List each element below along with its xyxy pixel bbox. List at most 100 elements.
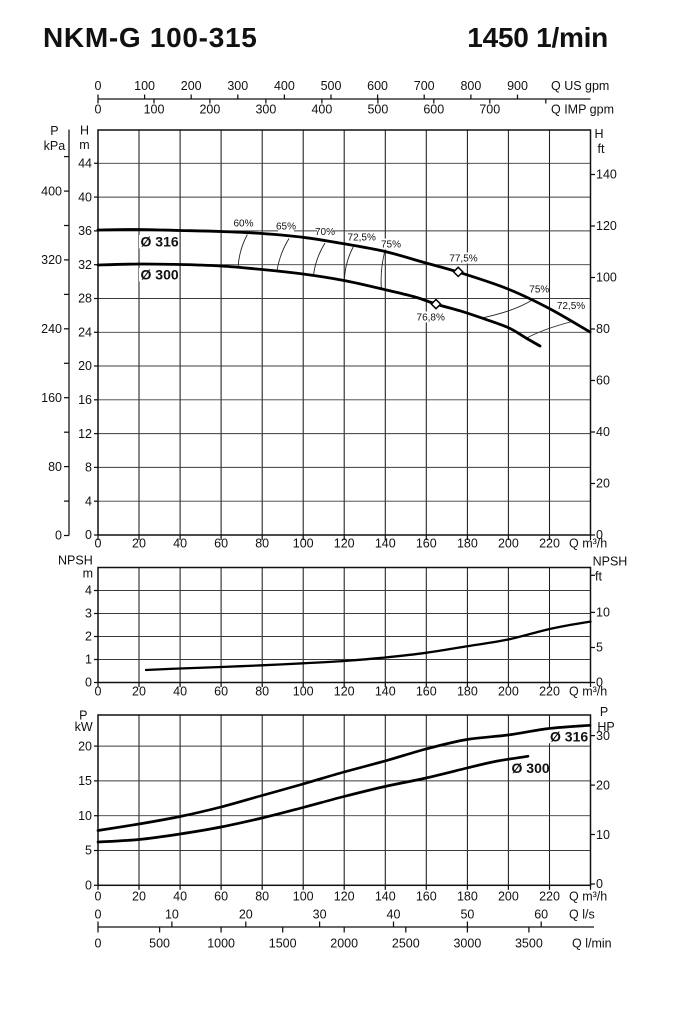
svg-text:50: 50 xyxy=(460,908,474,922)
svg-text:160: 160 xyxy=(416,685,437,699)
svg-text:44: 44 xyxy=(78,157,92,171)
svg-text:28: 28 xyxy=(78,292,92,306)
svg-text:800: 800 xyxy=(460,79,481,93)
svg-text:40: 40 xyxy=(173,890,187,904)
svg-text:0: 0 xyxy=(95,685,102,699)
svg-text:NKM-G 100-315: NKM-G 100-315 xyxy=(43,22,258,53)
svg-text:120: 120 xyxy=(334,890,355,904)
svg-text:200: 200 xyxy=(199,103,220,117)
svg-text:500: 500 xyxy=(321,79,342,93)
svg-text:0: 0 xyxy=(95,537,102,551)
svg-text:16: 16 xyxy=(78,393,92,407)
svg-text:5: 5 xyxy=(596,641,603,655)
svg-text:0: 0 xyxy=(95,79,102,93)
svg-text:200: 200 xyxy=(498,537,519,551)
svg-text:40: 40 xyxy=(173,685,187,699)
svg-text:65%: 65% xyxy=(276,222,296,233)
svg-text:20: 20 xyxy=(132,890,146,904)
svg-text:kPa: kPa xyxy=(44,139,66,153)
svg-text:Ø 300: Ø 300 xyxy=(141,267,179,283)
svg-text:2500: 2500 xyxy=(392,937,420,951)
svg-text:76,8%: 76,8% xyxy=(417,313,445,324)
svg-text:3: 3 xyxy=(85,607,92,621)
svg-text:10: 10 xyxy=(596,828,610,842)
svg-text:1450 1/min: 1450 1/min xyxy=(467,22,608,53)
svg-text:70%: 70% xyxy=(315,227,335,238)
svg-text:ft: ft xyxy=(598,142,605,156)
svg-text:700: 700 xyxy=(414,79,435,93)
svg-text:ft: ft xyxy=(595,570,602,584)
svg-text:Q m³/h: Q m³/h xyxy=(569,890,607,904)
svg-text:300: 300 xyxy=(227,79,248,93)
svg-text:220: 220 xyxy=(539,537,560,551)
svg-text:80: 80 xyxy=(48,460,62,474)
svg-text:200: 200 xyxy=(498,685,519,699)
svg-text:20: 20 xyxy=(596,477,610,491)
svg-text:P: P xyxy=(50,124,58,138)
svg-text:m: m xyxy=(79,138,89,152)
svg-text:40: 40 xyxy=(596,425,610,439)
svg-text:24: 24 xyxy=(78,326,92,340)
svg-text:80: 80 xyxy=(596,322,610,336)
svg-text:220: 220 xyxy=(539,890,560,904)
svg-text:400: 400 xyxy=(41,184,62,198)
svg-text:Q m³/h: Q m³/h xyxy=(569,685,607,699)
svg-text:180: 180 xyxy=(457,890,478,904)
svg-text:80: 80 xyxy=(255,537,269,551)
svg-text:60%: 60% xyxy=(233,219,253,230)
svg-text:60: 60 xyxy=(596,374,610,388)
svg-text:60: 60 xyxy=(534,908,548,922)
svg-text:3500: 3500 xyxy=(515,937,543,951)
svg-text:3000: 3000 xyxy=(453,937,481,951)
svg-text:140: 140 xyxy=(375,685,396,699)
svg-text:0: 0 xyxy=(85,528,92,542)
svg-text:10: 10 xyxy=(78,809,92,823)
svg-text:400: 400 xyxy=(274,79,295,93)
svg-text:0: 0 xyxy=(95,937,102,951)
svg-text:100: 100 xyxy=(134,79,155,93)
svg-text:20: 20 xyxy=(132,685,146,699)
svg-text:1: 1 xyxy=(85,653,92,667)
svg-text:32: 32 xyxy=(78,258,92,272)
svg-text:2: 2 xyxy=(85,630,92,644)
svg-text:160: 160 xyxy=(416,537,437,551)
svg-text:40: 40 xyxy=(173,537,187,551)
svg-text:100: 100 xyxy=(596,271,617,285)
svg-text:700: 700 xyxy=(479,103,500,117)
svg-text:Q l/min: Q l/min xyxy=(572,937,612,951)
svg-text:P: P xyxy=(79,709,87,723)
svg-text:77,5%: 77,5% xyxy=(449,254,477,265)
svg-text:36: 36 xyxy=(78,224,92,238)
svg-text:40: 40 xyxy=(387,908,401,922)
svg-text:0: 0 xyxy=(95,890,102,904)
svg-text:300: 300 xyxy=(255,103,276,117)
svg-text:240: 240 xyxy=(41,322,62,336)
svg-text:Ø 300: Ø 300 xyxy=(512,760,550,776)
svg-text:15: 15 xyxy=(78,774,92,788)
svg-text:0: 0 xyxy=(596,676,603,690)
svg-text:H: H xyxy=(594,127,603,141)
svg-text:0: 0 xyxy=(596,528,603,542)
svg-text:160: 160 xyxy=(416,890,437,904)
svg-text:0: 0 xyxy=(596,877,603,891)
svg-text:120: 120 xyxy=(334,537,355,551)
svg-text:72,5%: 72,5% xyxy=(557,301,585,312)
svg-text:2000: 2000 xyxy=(330,937,358,951)
svg-text:100: 100 xyxy=(144,103,165,117)
svg-text:0: 0 xyxy=(95,908,102,922)
svg-text:100: 100 xyxy=(293,685,314,699)
svg-text:140: 140 xyxy=(596,168,617,182)
svg-text:Ø 316: Ø 316 xyxy=(550,728,588,744)
svg-text:NPSH: NPSH xyxy=(58,554,93,568)
svg-text:10: 10 xyxy=(165,908,179,922)
svg-text:20: 20 xyxy=(239,908,253,922)
svg-text:500: 500 xyxy=(367,103,388,117)
svg-text:900: 900 xyxy=(507,79,528,93)
svg-text:80: 80 xyxy=(255,685,269,699)
svg-text:0: 0 xyxy=(55,529,62,543)
svg-text:500: 500 xyxy=(149,937,170,951)
svg-text:75%: 75% xyxy=(529,285,549,296)
svg-text:20: 20 xyxy=(78,359,92,373)
svg-text:1000: 1000 xyxy=(207,937,235,951)
svg-text:75%: 75% xyxy=(381,240,401,251)
